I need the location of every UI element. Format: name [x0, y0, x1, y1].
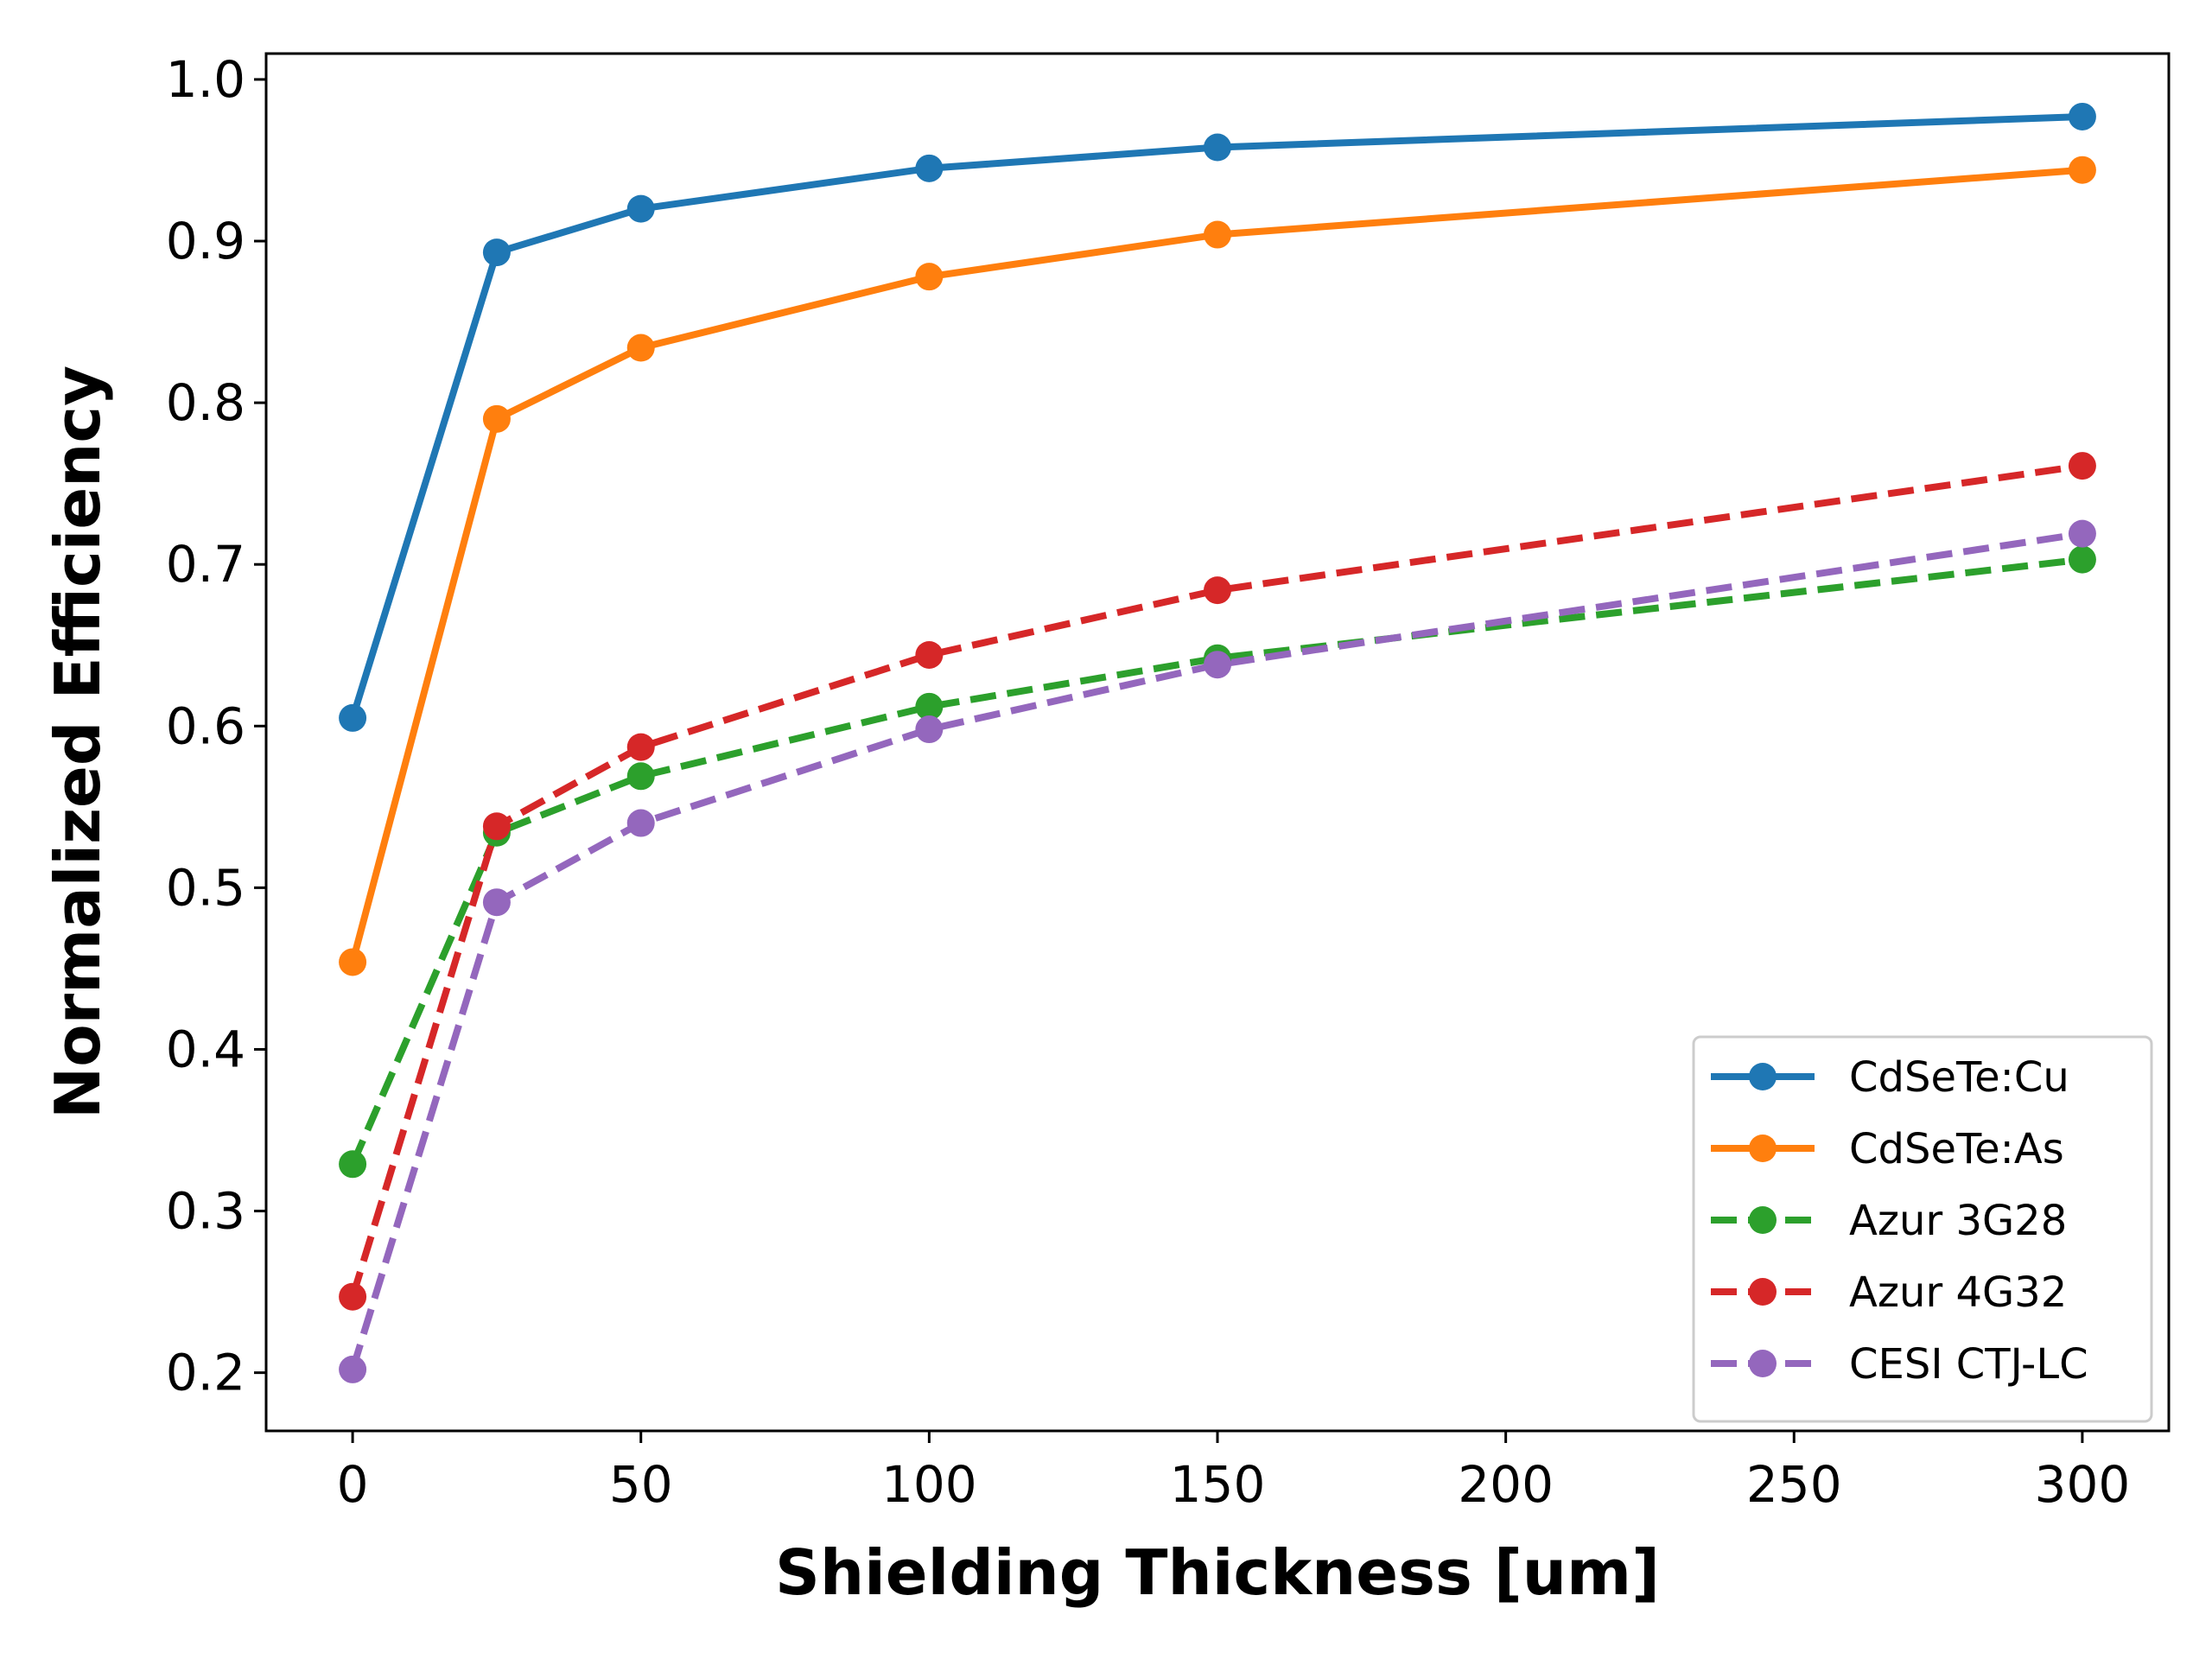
data-point-cesi-ctj-lc — [2068, 519, 2096, 548]
x-tick-label: 50 — [609, 1455, 673, 1514]
data-point-cdsete-as — [482, 404, 511, 433]
series-markers — [339, 102, 2096, 1383]
y-axis-ticks: 0.2 0.3 0.4 0.5 0.6 0.7 0.8 0.9 1.0 — [166, 50, 266, 1402]
data-point-cesi-ctj-lc — [482, 888, 511, 917]
x-tick-label: 0 — [337, 1455, 369, 1514]
series-line-cesi-ctj-lc — [349, 530, 2083, 1371]
y-tick-label: 0.5 — [166, 858, 245, 917]
data-point-azur-4g32 — [915, 640, 944, 669]
legend-marker-azur-3g28 — [1749, 1206, 1777, 1234]
y-tick-label: 1.0 — [166, 50, 245, 109]
data-point-azur-3g28 — [339, 1150, 367, 1179]
data-point-azur-4g32 — [1204, 576, 1231, 605]
legend-marker-cdsete-cu — [1749, 1063, 1777, 1090]
data-point-azur-3g28 — [915, 692, 944, 721]
data-point-cdsete-as — [626, 334, 655, 362]
data-point-azur-4g32 — [2068, 452, 2096, 480]
data-point-cdsete-cu — [915, 154, 944, 182]
y-tick-label: 0.9 — [166, 212, 245, 270]
x-tick-label: 150 — [1170, 1455, 1266, 1514]
data-point-cdsete-as — [1204, 220, 1231, 249]
y-tick-label: 0.8 — [166, 373, 245, 432]
data-point-cdsete-cu — [339, 703, 367, 732]
y-axis-title: Normalized Efficiency — [41, 365, 114, 1119]
legend-label-azur-4g32: Azur 4G32 — [1849, 1268, 2067, 1317]
series-lines — [349, 113, 2083, 1371]
x-tick-label: 100 — [881, 1455, 977, 1514]
data-point-cdsete-cu — [482, 238, 511, 267]
y-tick-label: 0.3 — [166, 1182, 245, 1241]
legend-marker-cdsete-as — [1749, 1135, 1777, 1162]
data-point-cdsete-cu — [1204, 133, 1231, 162]
data-point-cesi-ctj-lc — [339, 1355, 367, 1383]
data-point-cdsete-as — [915, 263, 944, 291]
y-tick-label: 0.2 — [166, 1344, 245, 1402]
legend-label-cesi-ctj-lc: CESI CTJ-LC — [1849, 1340, 2088, 1389]
data-point-cesi-ctj-lc — [915, 715, 944, 744]
legend-box — [1692, 1035, 2153, 1423]
data-point-cesi-ctj-lc — [1204, 651, 1231, 679]
x-axis-title: Shielding Thickness [um] — [775, 1536, 1660, 1609]
data-point-cdsete-as — [339, 948, 367, 976]
data-point-azur-4g32 — [339, 1282, 367, 1311]
data-point-cdsete-as — [2068, 156, 2096, 184]
series-line-cdsete-as — [349, 166, 2083, 963]
series-line-cdsete-cu — [349, 113, 2083, 720]
x-axis-ticks: 0 50 100 150 200 250 300 — [337, 1431, 2131, 1514]
series-line-azur-4g32 — [349, 462, 2083, 1298]
data-point-azur-3g28 — [626, 762, 655, 791]
legend-marker-azur-4g32 — [1749, 1278, 1777, 1306]
y-tick-label: 0.7 — [166, 535, 245, 594]
data-point-azur-3g28 — [2068, 545, 2096, 574]
x-tick-label: 200 — [1458, 1455, 1554, 1514]
legend-label-cdsete-as: CdSeTe:As — [1849, 1125, 2064, 1173]
legend: CdSeTe:Cu CdSeTe:As Azur 3G28 Azur 4G32 CESI… — [1692, 1035, 2153, 1423]
y-tick-label: 0.6 — [166, 696, 245, 755]
data-point-azur-4g32 — [482, 812, 511, 841]
legend-label-azur-3g28: Azur 3G28 — [1849, 1197, 2067, 1245]
x-tick-label: 300 — [2035, 1455, 2131, 1514]
data-point-cesi-ctj-lc — [626, 809, 655, 837]
y-tick-label: 0.4 — [166, 1020, 245, 1078]
data-point-cdsete-cu — [2068, 102, 2096, 130]
legend-label-cdsete-cu: CdSeTe:Cu — [1849, 1053, 2069, 1102]
data-point-azur-4g32 — [626, 733, 655, 761]
data-point-cdsete-cu — [626, 194, 655, 223]
x-tick-label: 250 — [1746, 1455, 1842, 1514]
legend-marker-cesi-ctj-lc — [1749, 1350, 1777, 1377]
